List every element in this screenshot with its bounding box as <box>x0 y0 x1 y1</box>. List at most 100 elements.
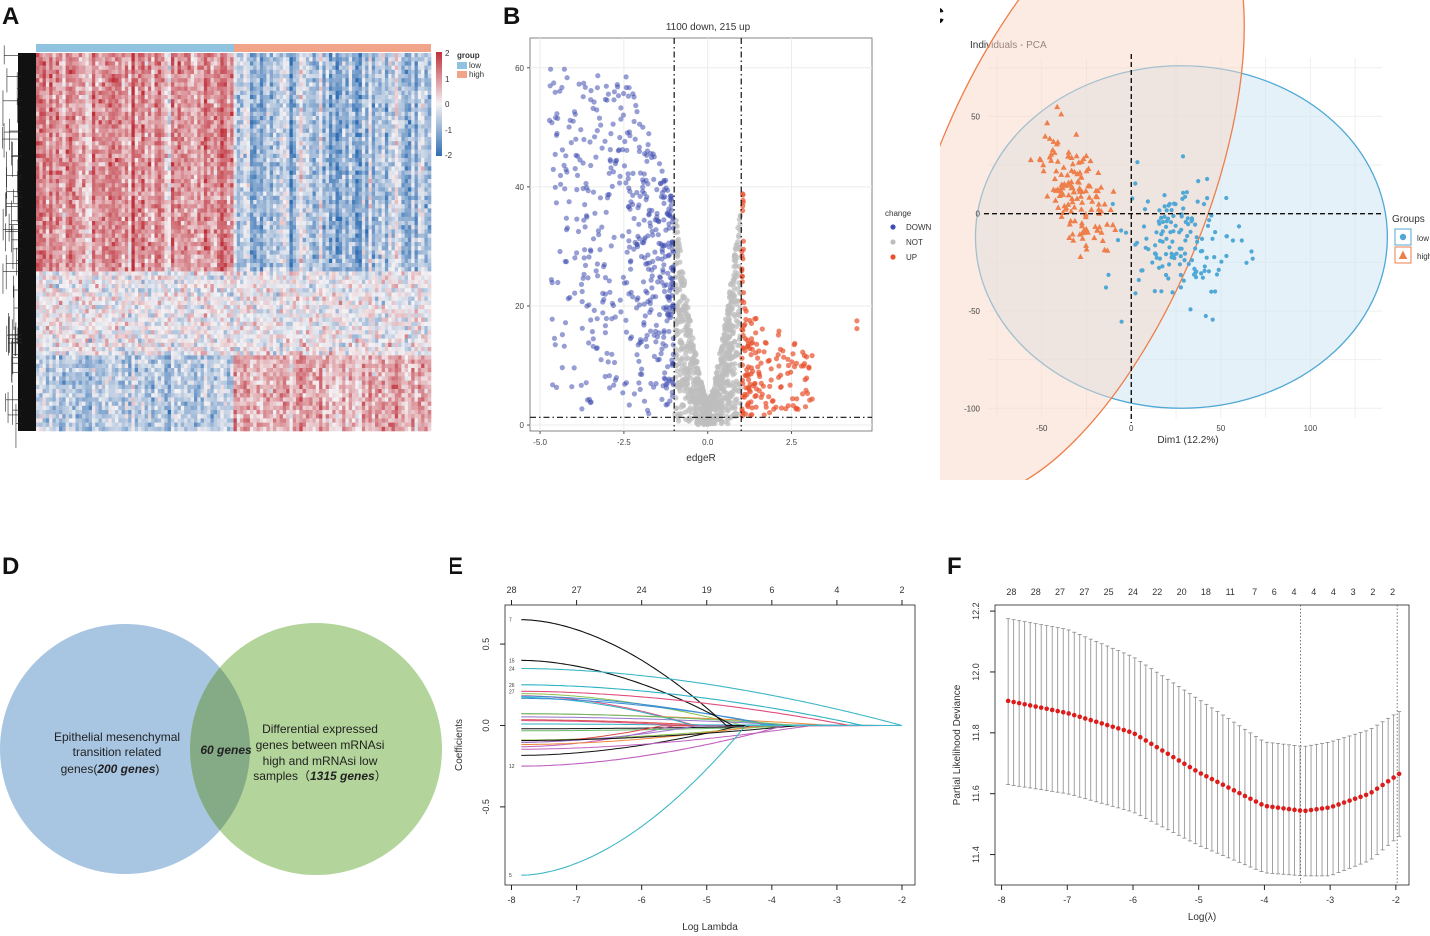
heatmap-cell <box>78 183 83 188</box>
heatmap-cell <box>154 116 159 121</box>
heatmap-cell <box>187 141 192 146</box>
heatmap-cell <box>39 216 43 222</box>
heatmap-cell <box>342 95 346 100</box>
heatmap-cell <box>319 162 323 167</box>
heatmap-cell <box>220 95 224 100</box>
heatmap-cell <box>124 162 129 167</box>
heatmap-cell <box>85 120 89 125</box>
heatmap-cell <box>279 132 284 138</box>
heatmap-cell <box>223 191 228 197</box>
heatmap-cell <box>279 57 284 62</box>
heatmap-cell <box>42 195 47 201</box>
heatmap-cell <box>55 95 60 100</box>
heatmap-cell <box>249 166 254 171</box>
heatmap-cell <box>39 74 43 79</box>
heatmap-cell <box>286 132 290 138</box>
heatmap-cell <box>421 99 425 104</box>
heatmap-cell <box>154 191 159 197</box>
heatmap-cell <box>424 137 429 142</box>
heatmap-cell <box>52 191 57 197</box>
heatmap-cell <box>345 53 350 58</box>
heatmap-cell <box>273 149 277 155</box>
heatmap-cell <box>108 137 113 142</box>
heatmap-cell <box>134 82 139 87</box>
heatmap-cell <box>230 61 234 66</box>
heatmap-cell <box>180 90 185 96</box>
heatmap-cell <box>121 116 126 121</box>
heatmap-cell <box>197 195 201 201</box>
heatmap-cell <box>49 195 53 201</box>
heatmap-cell <box>180 107 185 113</box>
heatmap-cell <box>328 153 333 159</box>
heatmap-cell <box>210 111 215 117</box>
heatmap-cell <box>361 174 366 180</box>
heatmap-cell <box>375 174 379 180</box>
heatmap-cell <box>259 166 264 171</box>
heatmap-cell <box>342 137 346 142</box>
heatmap-cell <box>365 57 369 62</box>
heatmap-cell <box>98 208 103 213</box>
heatmap-cell <box>75 86 80 92</box>
heatmap-cell <box>305 78 310 83</box>
heatmap-cell <box>223 128 228 134</box>
heatmap-cell <box>253 174 257 180</box>
heatmap-cell <box>45 191 50 197</box>
heatmap-cell <box>226 65 231 71</box>
heatmap-cell <box>174 166 178 171</box>
heatmap-cell <box>108 86 113 92</box>
heatmap-cell <box>190 82 195 87</box>
heatmap-cell <box>223 74 228 79</box>
heatmap-cell <box>190 195 195 201</box>
heatmap-cell <box>312 137 317 142</box>
heatmap-cell <box>368 90 373 96</box>
heatmap-cell <box>154 179 159 184</box>
heatmap-cell <box>223 158 228 163</box>
heatmap-cell <box>332 145 336 150</box>
heatmap-cell <box>233 74 238 79</box>
heatmap-cell <box>203 99 208 104</box>
heatmap-cell <box>134 174 139 180</box>
heatmap-cell <box>147 158 152 163</box>
heatmap-cell <box>68 191 73 197</box>
heatmap-cell <box>309 65 313 71</box>
heatmap-cell <box>207 191 211 197</box>
heatmap-cell <box>365 141 369 146</box>
heatmap-cell <box>197 162 201 167</box>
heatmap-cell <box>184 53 188 58</box>
heatmap-cell <box>352 90 356 96</box>
heatmap-cell <box>299 141 303 146</box>
heatmap-cell <box>401 61 405 66</box>
heatmap-cell <box>42 99 47 104</box>
heatmap-cell <box>197 191 201 197</box>
heatmap-cell <box>98 90 103 96</box>
heatmap-cell <box>421 107 425 113</box>
heatmap-cell <box>85 153 89 159</box>
heatmap-cell <box>411 200 415 205</box>
heatmap-cell <box>319 124 323 129</box>
heatmap-cell <box>187 120 192 125</box>
heatmap-cell <box>49 170 53 176</box>
heatmap-cell <box>292 153 297 159</box>
heatmap-cell <box>365 124 369 129</box>
heatmap-cell <box>233 132 238 138</box>
heatmap-cell <box>230 86 234 92</box>
heatmap-cell <box>365 132 369 138</box>
heatmap-cell <box>85 116 89 121</box>
heatmap-cell <box>180 141 185 146</box>
heatmap-cell <box>417 69 422 75</box>
heatmap-cell <box>332 124 336 129</box>
heatmap-cell <box>36 95 40 100</box>
heatmap-cell <box>421 124 425 129</box>
heatmap-cell <box>105 69 109 75</box>
heatmap-cell <box>200 187 205 192</box>
heatmap-cell <box>342 69 346 75</box>
heatmap-cell <box>368 124 373 129</box>
heatmap-cell <box>144 107 149 113</box>
heatmap-cell <box>388 174 392 180</box>
heatmap-cell <box>223 200 228 205</box>
heatmap-cell <box>365 78 369 83</box>
heatmap-cell <box>282 95 287 100</box>
heatmap-cell <box>217 183 221 188</box>
heatmap-cell <box>236 120 241 125</box>
heatmap-cell <box>217 179 221 184</box>
